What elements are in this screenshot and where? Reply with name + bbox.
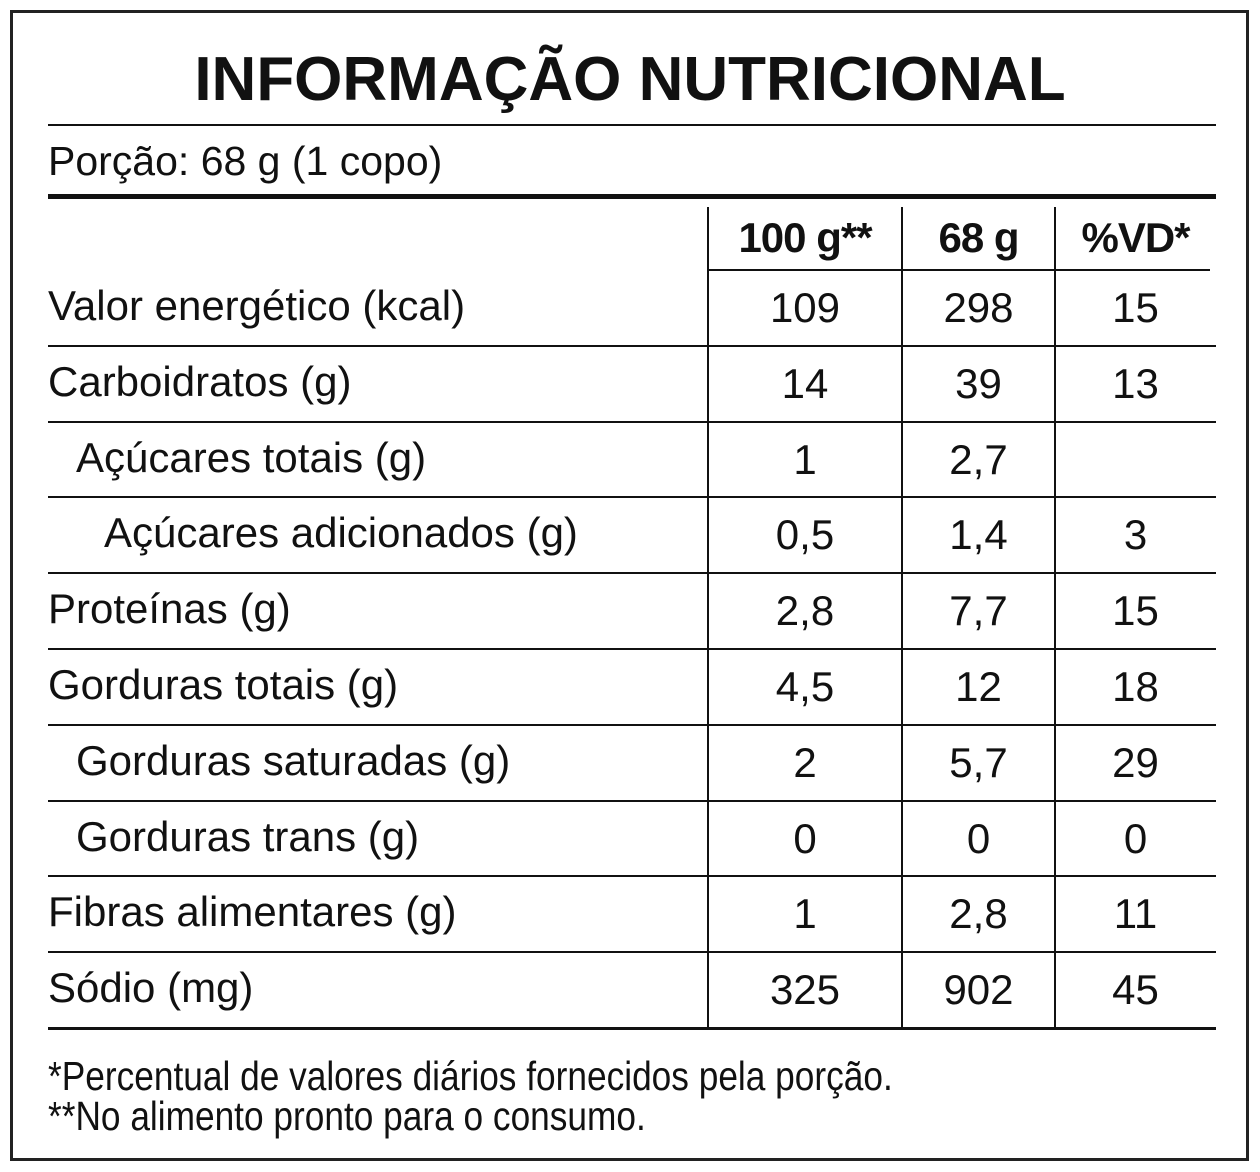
row-label: Gorduras trans (g) xyxy=(76,812,420,860)
cell-value: 15 xyxy=(1112,284,1159,331)
title: INFORMAÇÃO NUTRICIONAL xyxy=(194,45,1066,114)
cell-value: 0 xyxy=(1123,814,1148,862)
cell-value: 1,4 xyxy=(949,511,1008,559)
cell-value: 902 xyxy=(943,966,1014,1014)
row-divider xyxy=(48,799,1216,802)
row-label: Sódio (mg) xyxy=(48,964,254,1012)
divider xyxy=(48,194,1216,199)
footnote: *Percentual de valores diários fornecido… xyxy=(48,1053,893,1099)
cell-value: 2,8 xyxy=(949,890,1008,938)
cell-value: 2 xyxy=(793,738,817,786)
row-label: Açúcares totais (g) xyxy=(76,433,427,481)
row-divider xyxy=(48,875,1216,878)
row-divider xyxy=(48,344,1216,347)
cell-value: 4,5 xyxy=(775,663,835,710)
row-divider xyxy=(48,951,1216,954)
column-header: %VD* xyxy=(1081,214,1190,261)
divider xyxy=(708,269,1210,271)
column-divider xyxy=(901,207,903,1028)
cell-value: 12 xyxy=(955,663,1002,710)
cell-value: 1 xyxy=(793,435,817,483)
cell-value: 45 xyxy=(1112,966,1159,1014)
column-header: 100 g** xyxy=(738,214,872,261)
frame xyxy=(10,10,1249,1161)
cell-value: 325 xyxy=(769,966,841,1014)
cell-value: 15 xyxy=(1112,587,1159,635)
row-label: Gorduras totais (g) xyxy=(48,661,399,708)
cell-value: 18 xyxy=(1112,663,1159,710)
cell-value: 298 xyxy=(943,284,1014,331)
row-label: Gorduras saturadas (g) xyxy=(76,736,511,784)
row-label: Açúcares adicionados (g) xyxy=(104,509,578,557)
cell-value: 13 xyxy=(1112,359,1159,407)
cell-value: 109 xyxy=(769,284,841,331)
cell-value: 39 xyxy=(955,359,1002,407)
portion: Porção: 68 g (1 copo) xyxy=(48,138,443,184)
row-divider xyxy=(48,572,1216,575)
divider xyxy=(48,124,1216,126)
cell-value: 5,7 xyxy=(949,738,1008,786)
cell-value: 2,7 xyxy=(949,435,1008,483)
row-label: Carboidratos (g) xyxy=(48,357,352,405)
row-divider xyxy=(48,1027,1216,1030)
column-header: 68 g xyxy=(938,214,1019,261)
cell-value: 0 xyxy=(793,814,817,862)
row-divider xyxy=(48,496,1216,499)
column-divider xyxy=(1054,207,1056,1028)
row-divider xyxy=(48,420,1216,423)
row-label: Proteínas (g) xyxy=(48,585,291,633)
row-label: Fibras alimentares (g) xyxy=(48,888,457,936)
cell-value: 14 xyxy=(781,359,829,407)
cell-value: 0,5 xyxy=(775,511,835,559)
cell-value: 1 xyxy=(793,890,817,938)
footnote: **No alimento pronto para o consumo. xyxy=(48,1093,646,1139)
cell-value: 11 xyxy=(1113,890,1158,938)
cell-value: 2,8 xyxy=(775,587,835,635)
row-divider xyxy=(48,723,1216,726)
cell-value: 3 xyxy=(1123,511,1148,559)
row-label: Valor energético (kcal) xyxy=(48,282,466,329)
cell-value: 29 xyxy=(1112,738,1159,786)
cell-value: 7,7 xyxy=(949,587,1008,635)
row-divider xyxy=(48,648,1216,650)
column-divider xyxy=(707,207,709,1028)
cell-value: 0 xyxy=(966,814,991,862)
